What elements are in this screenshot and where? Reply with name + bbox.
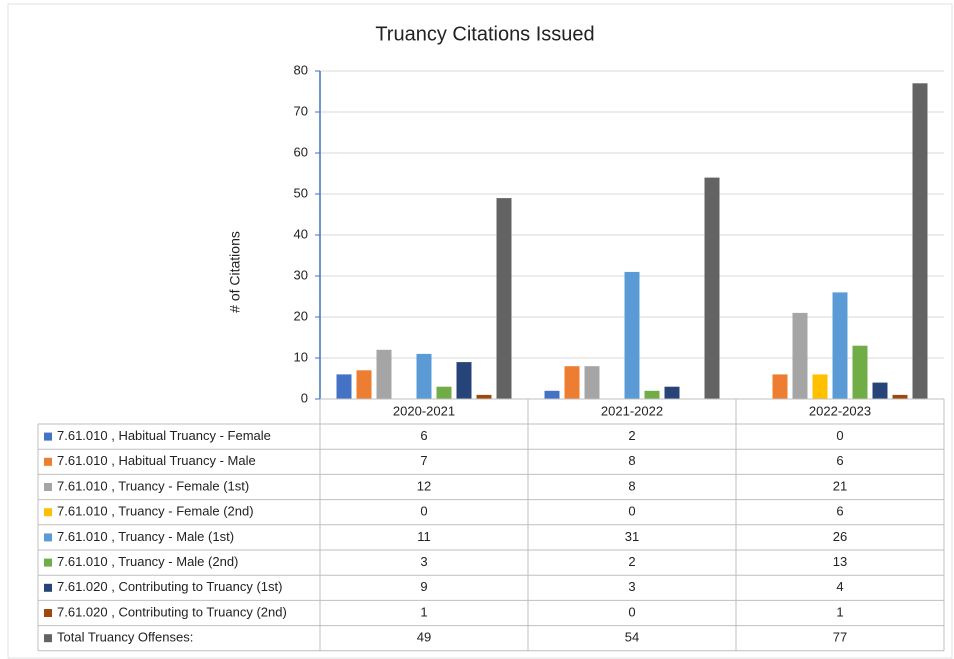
bar [644, 390, 660, 399]
chart-frame [7, 3, 953, 659]
legend-swatch [44, 533, 52, 542]
table-value: 3 [420, 554, 427, 569]
table-value: 7 [420, 453, 427, 468]
legend-swatch [44, 558, 52, 567]
legend-label: 7.61.010 , Habitual Truancy - Female [57, 428, 271, 443]
y-tick-label: 70 [294, 103, 308, 118]
table-value: 31 [625, 529, 639, 544]
table-value: 0 [836, 428, 843, 443]
legend-swatch [44, 634, 52, 643]
table-value: 8 [628, 478, 635, 493]
y-tick-label: 10 [294, 349, 308, 364]
bar [336, 374, 352, 399]
bar [812, 374, 828, 399]
table-value: 1 [836, 604, 843, 619]
table-value: 77 [833, 630, 847, 645]
legend-swatch [44, 483, 52, 491]
bar [872, 382, 888, 399]
bar [476, 394, 492, 399]
table-value: 6 [836, 504, 843, 519]
bar [544, 390, 560, 399]
legend-label: 7.61.010 , Truancy - Female (1st) [57, 478, 249, 493]
legend-swatch [44, 609, 52, 617]
bar [912, 83, 928, 400]
bar [704, 177, 720, 399]
legend-swatch [44, 457, 52, 466]
x-tick-label: 2022-2023 [809, 403, 871, 418]
table-value: 6 [836, 453, 843, 468]
table-value: 9 [420, 579, 427, 594]
legend-label: 7.61.010 , Habitual Truancy - Male [57, 453, 256, 468]
bar [832, 292, 848, 399]
table-value: 26 [833, 529, 847, 544]
y-tick-label: 40 [294, 226, 308, 241]
table-value: 2 [628, 554, 635, 569]
bar [356, 370, 372, 399]
table-value: 2 [628, 428, 635, 443]
legend-swatch [44, 583, 52, 592]
y-tick-label: 0 [301, 390, 308, 405]
bar [664, 386, 680, 399]
bar [456, 362, 472, 399]
table-value: 0 [420, 504, 427, 519]
legend-label: 7.61.020 , Contributing to Truancy (1st) [57, 579, 282, 594]
legend-swatch [44, 432, 52, 441]
y-tick-label: 50 [294, 185, 308, 200]
bar [436, 386, 452, 399]
y-tick-label: 30 [294, 267, 308, 282]
legend-label: 7.61.010 , Truancy - Male (2nd) [57, 554, 238, 569]
bar [892, 394, 908, 399]
bar [584, 366, 600, 399]
x-tick-label: 2021-2022 [601, 403, 663, 418]
legend-label: 7.61.020 , Contributing to Truancy (2nd) [57, 604, 287, 619]
y-tick-label: 80 [294, 62, 308, 77]
table-value: 8 [628, 453, 635, 468]
bar [792, 312, 808, 399]
y-tick-label: 20 [294, 308, 308, 323]
table-value: 12 [417, 478, 431, 493]
table-value: 49 [417, 630, 431, 645]
table-value: 54 [625, 630, 639, 645]
legend-label: 7.61.010 , Truancy - Female (2nd) [57, 504, 254, 519]
table-value: 0 [628, 504, 635, 519]
bar [496, 198, 512, 399]
table-value: 11 [417, 529, 431, 544]
bar [376, 349, 392, 399]
table-value: 3 [628, 579, 635, 594]
chart-title: Truancy Citations Issued [375, 23, 594, 45]
y-axis-label: # of Citations [227, 231, 243, 313]
table-value: 21 [833, 478, 847, 493]
table-value: 0 [628, 604, 635, 619]
table-value: 6 [420, 428, 427, 443]
bar [852, 345, 868, 399]
table-value: 13 [833, 554, 847, 569]
table-value: 4 [836, 579, 843, 594]
bar [564, 366, 580, 399]
bar [624, 271, 640, 399]
bar [416, 353, 432, 399]
legend-label: 7.61.010 , Truancy - Male (1st) [57, 529, 234, 544]
x-tick-label: 2020-2021 [393, 403, 455, 418]
legend-label: Total Truancy Offenses: [57, 630, 193, 645]
bar [772, 374, 788, 399]
y-tick-label: 60 [294, 144, 308, 159]
legend-swatch [44, 508, 52, 517]
table-value: 1 [420, 604, 427, 619]
